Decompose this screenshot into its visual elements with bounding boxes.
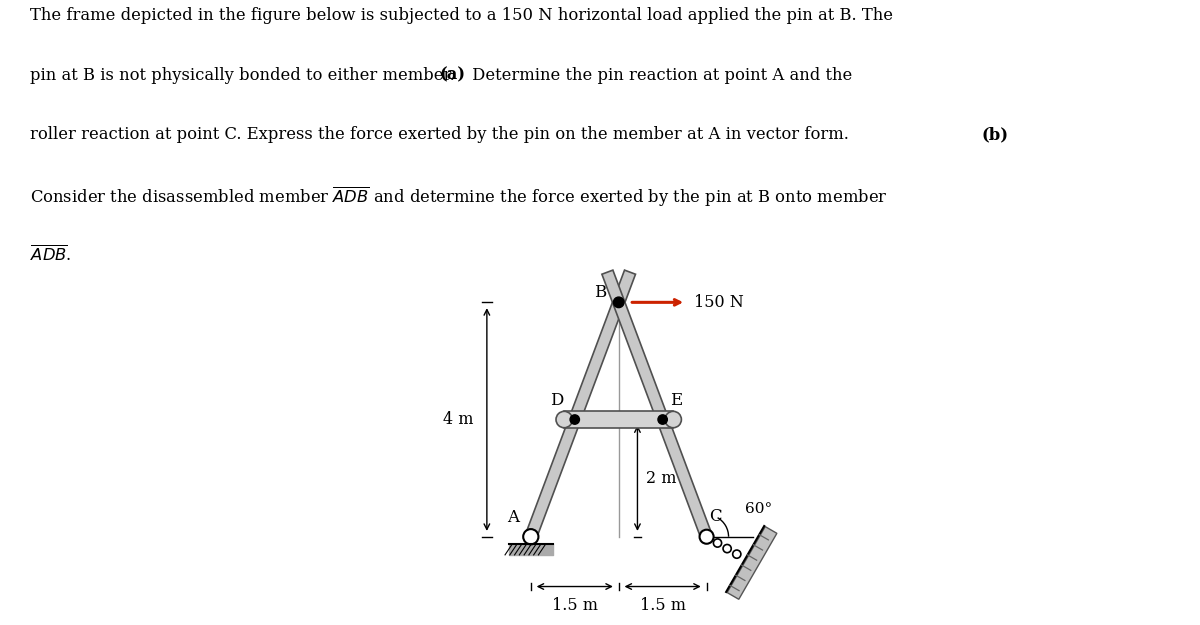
Text: C: C — [709, 508, 722, 525]
Circle shape — [714, 539, 721, 547]
Text: $\overline{ADB}$.: $\overline{ADB}$. — [30, 244, 71, 264]
Text: 60°: 60° — [745, 503, 772, 516]
Text: E: E — [670, 392, 682, 409]
Text: A: A — [508, 509, 520, 526]
Text: The frame depicted in the figure below is subjected to a 150 N horizontal load a: The frame depicted in the figure below i… — [30, 7, 893, 24]
Text: Determine the pin reaction at point A and the: Determine the pin reaction at point A an… — [467, 66, 852, 84]
Polygon shape — [526, 270, 636, 539]
Text: 1.5 m: 1.5 m — [640, 597, 685, 614]
Circle shape — [523, 529, 539, 544]
Text: roller reaction at point C. Express the force exerted by the pin on the member a: roller reaction at point C. Express the … — [30, 126, 859, 143]
Polygon shape — [602, 270, 712, 539]
Text: D: D — [550, 392, 563, 409]
Circle shape — [724, 544, 731, 552]
Circle shape — [665, 411, 682, 428]
Text: (a): (a) — [439, 66, 466, 84]
Circle shape — [733, 550, 740, 558]
Text: 1.5 m: 1.5 m — [552, 597, 598, 614]
Text: 4 m: 4 m — [444, 411, 474, 428]
Circle shape — [556, 411, 572, 428]
Polygon shape — [564, 411, 673, 428]
Text: B: B — [594, 284, 606, 301]
Polygon shape — [727, 527, 776, 599]
Circle shape — [613, 297, 624, 308]
Circle shape — [658, 415, 667, 424]
Text: pin at B is not physically bonded to either member.: pin at B is not physically bonded to eit… — [30, 66, 464, 84]
Text: (b): (b) — [982, 126, 1009, 143]
Circle shape — [570, 415, 580, 424]
Circle shape — [700, 530, 714, 544]
Text: Consider the disassembled member $\overline{ADB}$ and determine the force exerte: Consider the disassembled member $\overl… — [30, 185, 887, 209]
Text: 150 N: 150 N — [694, 294, 744, 311]
Text: 2 m: 2 m — [646, 469, 676, 487]
